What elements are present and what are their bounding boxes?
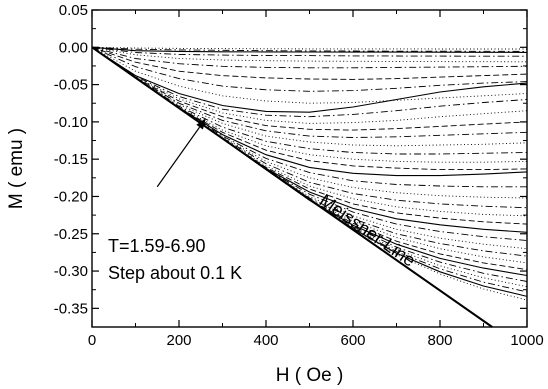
y-tick-label-8: -0.35	[54, 300, 88, 317]
series-line-12	[91, 46, 528, 124]
x-axis-label: H ( Oe )	[276, 365, 344, 386]
temperature-annotation: T=1.59-6.90 Step about 0.1 K	[108, 118, 242, 283]
series-line-6	[91, 46, 528, 69]
series-line-7	[91, 46, 528, 80]
series-line-9	[91, 46, 528, 104]
x-tick-label-0: 0	[88, 332, 96, 349]
x-tick-label-2: 400	[253, 332, 278, 349]
series-line-4	[91, 46, 527, 57]
x-tick-label-5: 1000	[510, 332, 543, 349]
annotation-temperature-range: T=1.59-6.90	[108, 236, 206, 256]
annotation-arrow-head	[196, 118, 206, 130]
y-tick-label-0: 0.05	[59, 2, 88, 19]
y-tick-label-1: 0.00	[59, 39, 88, 56]
series-line-14	[91, 46, 528, 138]
y-tick-label-4: -0.15	[54, 151, 88, 168]
y-tick-label-7: -0.30	[54, 263, 88, 280]
meissner-line-group	[91, 46, 493, 328]
series-line-23	[91, 46, 528, 217]
y-tick-label-5: -0.20	[54, 188, 88, 205]
series-line-3	[91, 46, 528, 53]
series-line-15	[91, 46, 528, 147]
series-line-8	[91, 46, 528, 92]
series-line-24	[91, 46, 528, 225]
y-tick-label-2: -0.05	[54, 77, 88, 94]
series-line-10	[91, 46, 528, 113]
y-axis-ticks: 0.05 0.00 -0.05 -0.10 -0.15 -0.20 -0.25 -0.30 -0…	[54, 2, 527, 328]
series-line-13	[91, 46, 528, 131]
series-line-18	[91, 46, 528, 171]
series-line-17	[91, 46, 528, 163]
x-tick-label-1: 200	[166, 332, 191, 349]
series-line-22	[91, 46, 528, 209]
y-tick-label-3: -0.10	[54, 114, 88, 131]
series-line-5	[91, 46, 528, 63]
series-line-11	[91, 46, 528, 118]
annotation-step: Step about 0.1 K	[108, 263, 242, 283]
series-line-27	[91, 46, 528, 250]
series-line-16	[91, 46, 528, 155]
y-axis-label: M ( emu )	[6, 128, 27, 209]
x-tick-label-3: 600	[340, 332, 365, 349]
series-line-1	[91, 46, 527, 50]
x-axis-ticks: 0 200 400 600 800 1000	[88, 10, 544, 349]
annotation-arrow	[156, 126, 201, 188]
meissner-line	[91, 46, 493, 328]
y-tick-label-6: -0.25	[54, 226, 88, 243]
series-line-25	[91, 46, 528, 233]
x-tick-label-4: 800	[427, 332, 452, 349]
series-line-2	[91, 46, 528, 52]
